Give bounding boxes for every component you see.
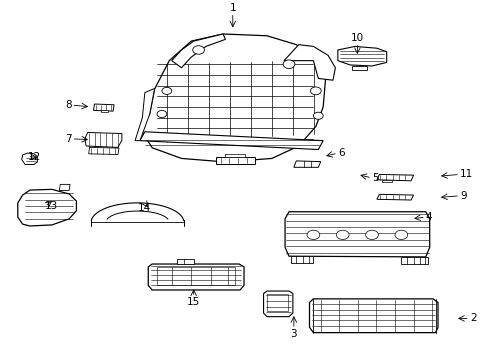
Polygon shape xyxy=(59,184,70,190)
Polygon shape xyxy=(172,34,225,68)
Polygon shape xyxy=(377,194,414,200)
Text: 12: 12 xyxy=(27,152,41,162)
Polygon shape xyxy=(148,264,244,290)
Polygon shape xyxy=(284,45,335,80)
Polygon shape xyxy=(377,175,414,181)
Polygon shape xyxy=(352,66,367,69)
Text: 11: 11 xyxy=(460,170,473,179)
Circle shape xyxy=(162,87,172,94)
Polygon shape xyxy=(264,291,293,317)
Circle shape xyxy=(283,60,295,68)
Text: 8: 8 xyxy=(65,100,72,110)
Polygon shape xyxy=(22,153,37,165)
Text: 10: 10 xyxy=(351,33,364,43)
Polygon shape xyxy=(294,161,321,167)
Circle shape xyxy=(314,112,323,119)
Polygon shape xyxy=(216,157,255,164)
Polygon shape xyxy=(18,189,76,226)
Polygon shape xyxy=(310,299,438,333)
Polygon shape xyxy=(292,256,314,263)
Polygon shape xyxy=(285,212,430,257)
Text: 6: 6 xyxy=(338,148,344,158)
Polygon shape xyxy=(101,111,108,112)
Polygon shape xyxy=(401,257,428,264)
Polygon shape xyxy=(225,154,245,157)
Text: 4: 4 xyxy=(426,212,432,222)
Text: 13: 13 xyxy=(45,202,58,211)
Text: 9: 9 xyxy=(460,191,466,201)
Circle shape xyxy=(311,87,321,95)
Circle shape xyxy=(307,230,320,239)
Text: 3: 3 xyxy=(291,329,297,339)
Text: 2: 2 xyxy=(470,314,476,323)
Polygon shape xyxy=(135,89,155,141)
Polygon shape xyxy=(85,132,122,147)
Circle shape xyxy=(157,111,167,117)
Circle shape xyxy=(366,230,378,239)
Polygon shape xyxy=(140,34,326,162)
Polygon shape xyxy=(338,46,387,66)
Circle shape xyxy=(395,230,408,239)
Polygon shape xyxy=(382,180,392,181)
Text: 1: 1 xyxy=(229,3,236,13)
Text: 7: 7 xyxy=(65,134,72,144)
Text: 15: 15 xyxy=(187,297,200,307)
Circle shape xyxy=(336,230,349,239)
Text: 14: 14 xyxy=(138,203,151,213)
Circle shape xyxy=(193,46,204,54)
Polygon shape xyxy=(89,147,119,154)
Polygon shape xyxy=(140,132,323,149)
Text: 5: 5 xyxy=(372,173,379,183)
Polygon shape xyxy=(176,259,194,264)
Polygon shape xyxy=(94,104,114,111)
